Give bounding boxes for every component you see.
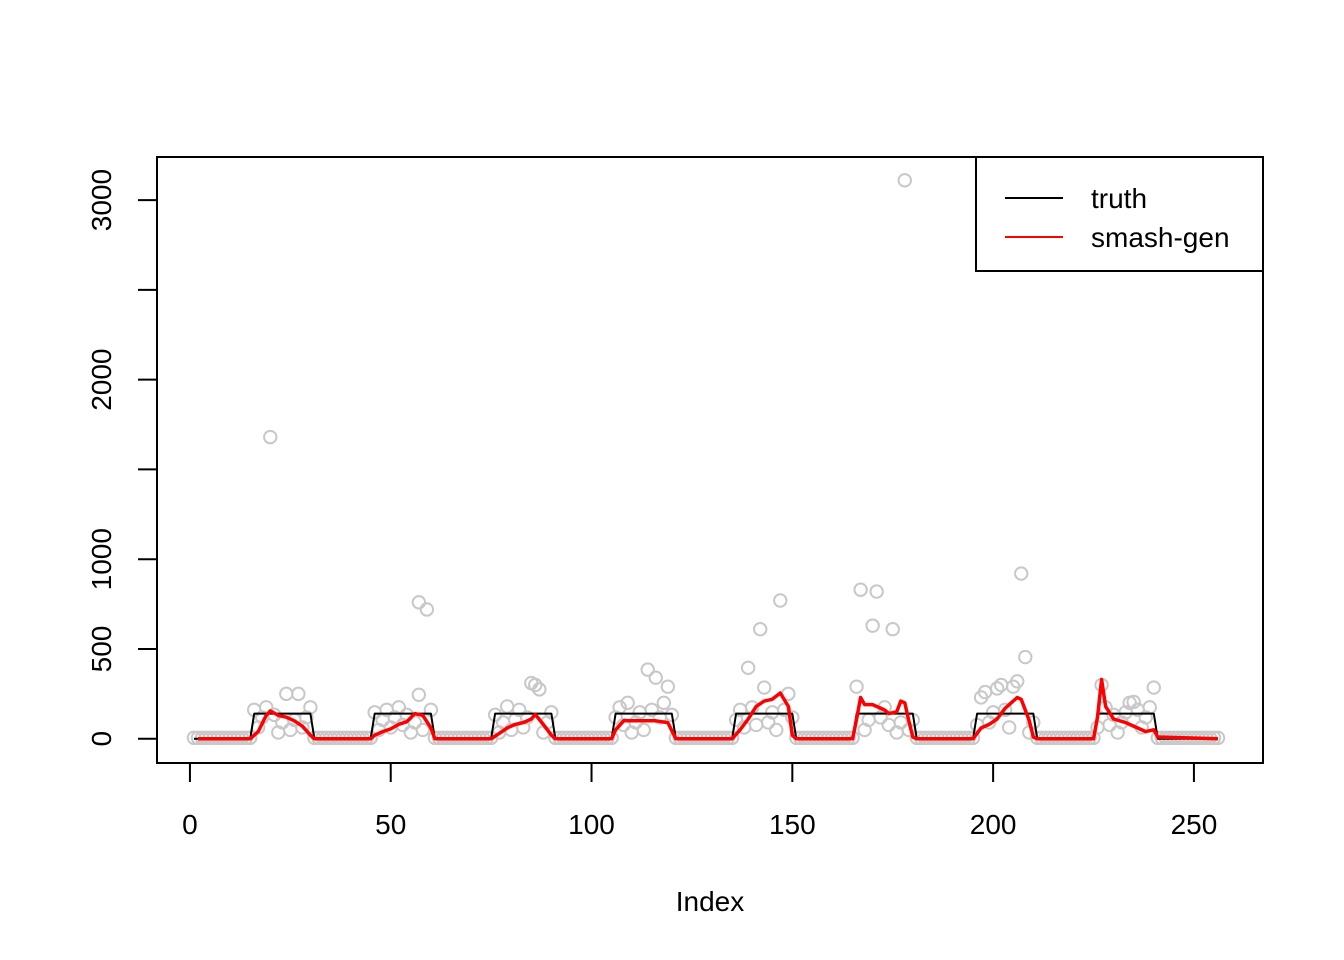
observation-point <box>419 602 435 617</box>
observation-point <box>1146 680 1161 695</box>
observation-point <box>411 595 427 610</box>
observation-point <box>740 660 756 676</box>
y-tick-label: 1000 <box>86 528 117 590</box>
observation-point <box>752 622 768 637</box>
observation-point <box>656 695 672 711</box>
observation-point <box>849 679 864 694</box>
x-tick-label: 250 <box>1171 809 1218 840</box>
x-axis-title: Index <box>676 886 745 917</box>
y-tick-label: 2000 <box>86 349 117 411</box>
x-tick-label: 100 <box>568 809 615 840</box>
observation-point <box>636 722 651 738</box>
observation-point <box>532 682 547 697</box>
observation-point <box>885 622 900 637</box>
x-tick-label: 50 <box>375 809 406 840</box>
observation-point <box>512 702 527 718</box>
y-axis: 0 500 1000 2000 3000 <box>86 169 158 747</box>
observation-point <box>411 687 427 702</box>
observation-point <box>853 582 868 597</box>
observation-point <box>1014 566 1029 581</box>
observation-point <box>1018 649 1033 665</box>
observation-point <box>1010 674 1025 689</box>
y-tick-label: 3000 <box>86 169 117 231</box>
observation-point <box>487 707 503 723</box>
x-axis: 0 50 100 150 200 250 <box>182 762 1218 840</box>
observation-point <box>989 681 1005 696</box>
observation-point <box>773 593 788 608</box>
observation-point <box>640 662 655 677</box>
legend-label-smash-gen: smash-gen <box>1091 222 1230 253</box>
observation-point <box>620 695 635 711</box>
observation-point <box>407 715 423 730</box>
observation-point <box>263 429 278 445</box>
observation-point <box>664 707 680 723</box>
legend-label-truth: truth <box>1091 183 1147 214</box>
observation-point <box>415 722 431 738</box>
y-tick-label: 500 <box>86 626 117 673</box>
observation-point <box>1126 694 1141 710</box>
observation-point <box>1001 720 1017 735</box>
y-tick-label: 0 <box>86 731 117 747</box>
legend: truth smash-gen <box>975 156 1264 272</box>
observation-point <box>757 680 772 695</box>
observation-point <box>499 699 515 714</box>
series-lines <box>193 677 1219 741</box>
observation-point <box>528 677 543 693</box>
observation-point <box>897 173 912 188</box>
observation-point <box>869 584 884 599</box>
observation-point <box>648 670 663 685</box>
observation-point <box>865 618 880 633</box>
x-tick-label: 0 <box>182 809 198 840</box>
observation-point <box>997 702 1013 718</box>
x-tick-label: 150 <box>769 809 816 840</box>
legend-box <box>975 156 1264 272</box>
observation-point <box>279 686 294 702</box>
observation-point <box>748 717 764 733</box>
series-line-smash-gen <box>198 677 1219 741</box>
x-tick-label: 200 <box>970 809 1017 840</box>
observation-point <box>660 679 676 694</box>
observation-point <box>769 722 784 738</box>
observation-point <box>291 686 306 702</box>
observation-point <box>644 702 659 718</box>
observation-point <box>881 717 896 733</box>
